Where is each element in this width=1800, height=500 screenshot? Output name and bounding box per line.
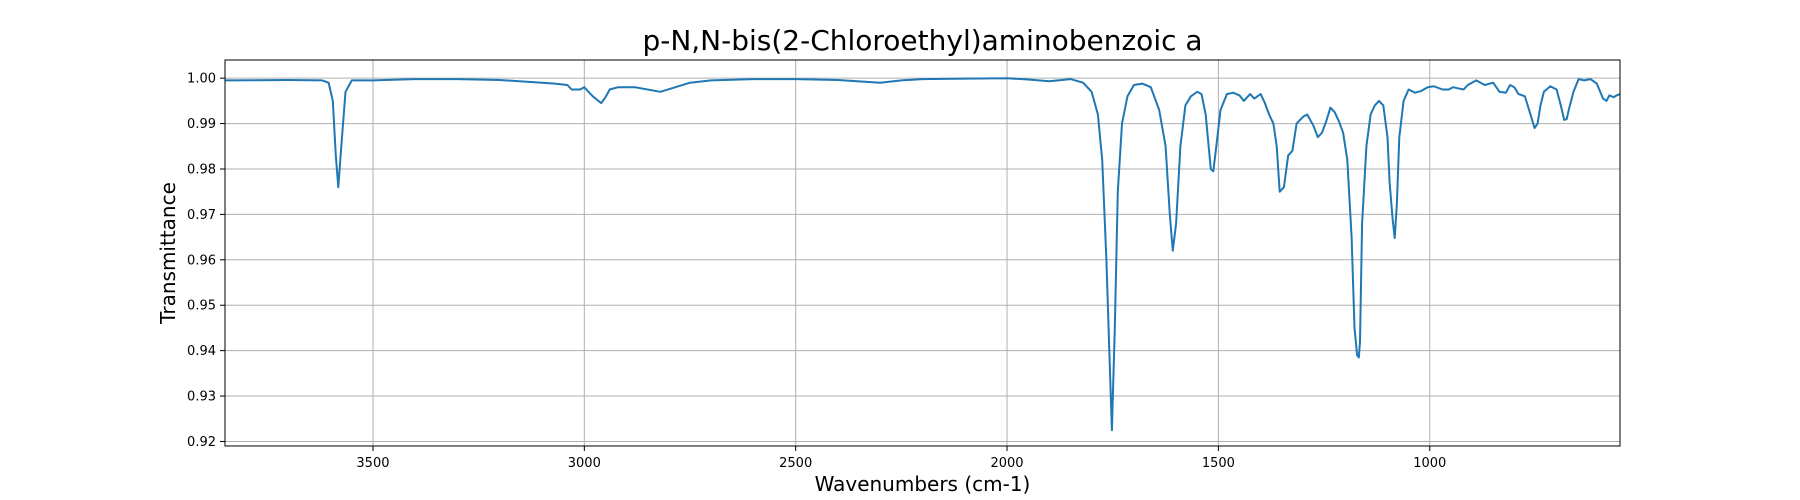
x-tick-label: 3500 [356, 456, 389, 471]
y-tick-label: 0.98 [187, 162, 216, 177]
x-tick-label: 3000 [568, 456, 601, 471]
grid-lines [225, 60, 1620, 446]
spectrum-line [225, 77, 1620, 432]
x-axis-ticks: 3500 3000 2500 2000 1500 1000 [356, 446, 1446, 471]
series-layer [225, 77, 1620, 432]
x-tick-label: 1500 [1202, 456, 1235, 471]
y-tick-label: 0.95 [187, 299, 216, 314]
y-tick-label: 0.93 [187, 390, 216, 405]
x-tick-label: 1000 [1413, 456, 1446, 471]
x-tick-label: 2000 [990, 456, 1023, 471]
x-tick-label: 2500 [779, 456, 812, 471]
x-axis-label: Wavenumbers (cm-1) [815, 472, 1031, 496]
y-tick-label: 0.97 [187, 208, 216, 223]
y-tick-label: 0.96 [187, 253, 216, 268]
y-axis-ticks: 0.92 0.93 0.94 0.95 0.96 0.97 0.98 0.99 1.00 [187, 72, 225, 450]
y-tick-label: 0.99 [187, 117, 216, 132]
y-tick-label: 1.00 [187, 72, 216, 87]
y-tick-label: 0.92 [187, 435, 216, 450]
chart-title: p-N,N-bis(2-Chloroethyl)aminobenzoic a [642, 24, 1202, 57]
y-axis-label: Transmittance [156, 182, 180, 325]
y-tick-label: 0.94 [187, 344, 216, 359]
plot-frame [224, 59, 1621, 447]
